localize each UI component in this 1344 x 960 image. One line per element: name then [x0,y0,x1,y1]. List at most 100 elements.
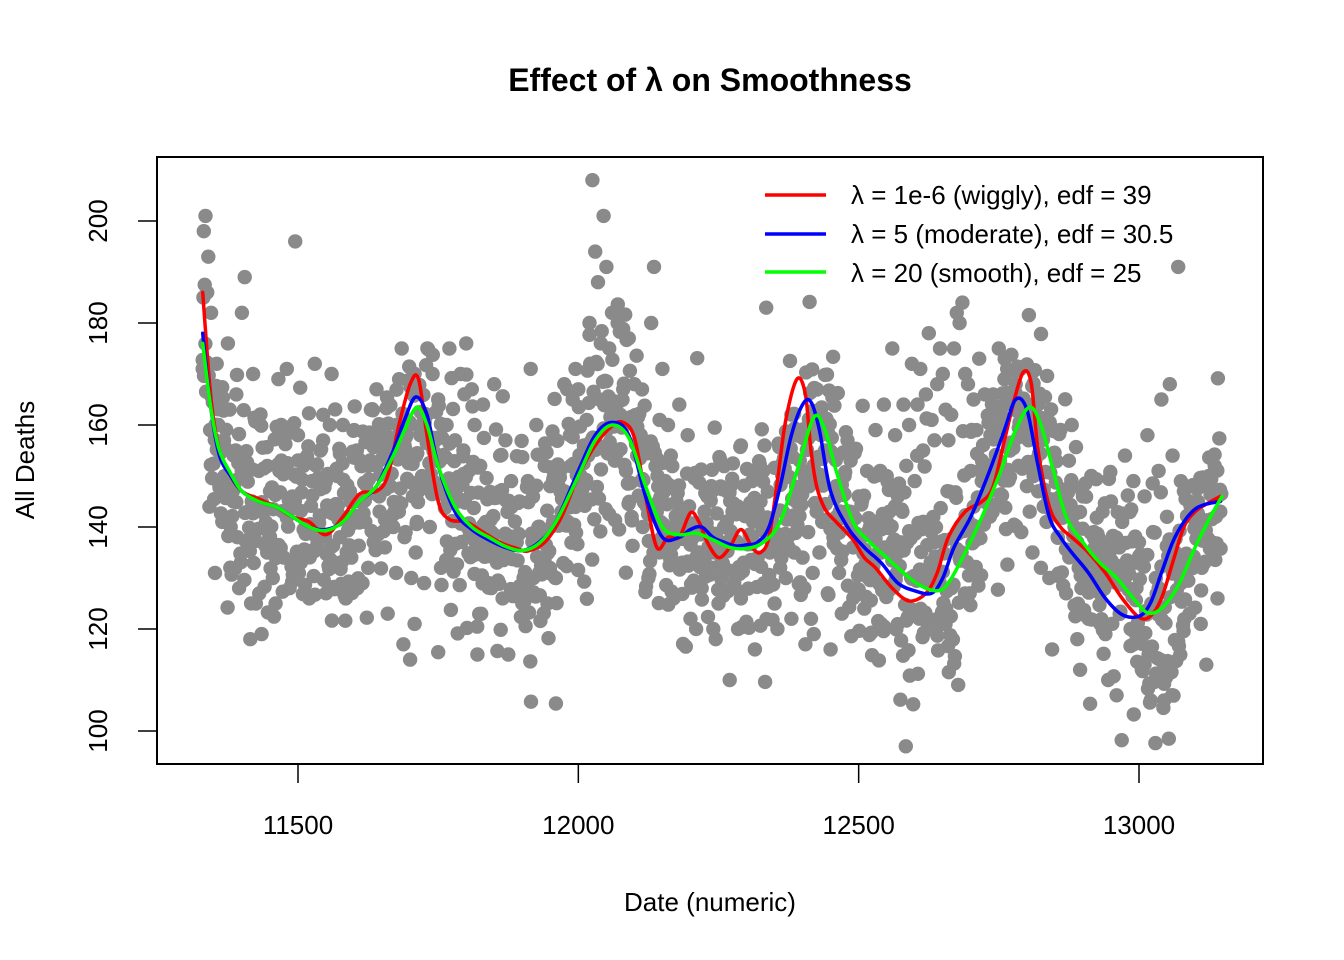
data-point [245,462,260,477]
data-point [394,496,409,511]
data-point [599,374,614,389]
data-point [815,478,831,493]
data-point [1171,259,1186,275]
data-point [457,387,472,402]
data-point [582,327,597,342]
data-point [838,425,854,440]
data-point [294,485,309,500]
data-point [766,577,781,592]
data-point [280,519,296,534]
data-point [1148,735,1163,751]
data-point [301,439,316,454]
data-point [476,430,492,446]
data-point [324,366,339,382]
data-point [706,621,721,637]
data-point [646,259,662,275]
data-point [1019,479,1035,494]
data-point [316,407,331,422]
data-point [665,458,680,474]
data-point [315,433,331,448]
data-point [1058,392,1073,407]
data-point [548,570,563,586]
data-point [291,565,307,581]
data-point [629,348,644,363]
data-point [593,462,609,477]
data-point [498,433,513,448]
data-point [1114,733,1129,748]
data-point [848,441,864,456]
data-point [1054,565,1070,580]
data-point [910,397,925,412]
fitted-curves [200,290,1224,621]
data-point [449,557,465,572]
data-point [198,208,213,224]
data-point [1199,657,1214,672]
data-point [610,297,625,312]
data-point [587,512,602,527]
data-point [467,417,482,433]
data-point [1002,469,1018,485]
data-point [416,575,432,591]
data-point [1072,662,1088,677]
data-point [196,224,211,239]
y-tick-label: 160 [83,403,113,446]
data-point [1056,578,1071,593]
data-point [1089,472,1104,487]
data-point [374,451,389,467]
data-point [1022,504,1037,519]
data-point [465,399,480,414]
data-point [735,564,751,579]
data-point [549,595,564,611]
data-point [1053,422,1068,438]
data-point [588,244,603,259]
data-point [1158,616,1173,631]
data-point [585,552,600,567]
data-point [324,613,340,628]
data-point [326,538,341,553]
data-point [856,488,872,503]
data-point [634,382,650,397]
data-point [590,275,606,290]
data-point [1213,541,1228,556]
data-point [229,367,245,383]
data-point [960,377,976,392]
data-point [901,417,917,433]
data-point [927,433,942,448]
y-axis-label: All Deaths [10,401,40,520]
data-point [1070,632,1085,647]
data-point [747,642,763,657]
data-point [752,457,767,472]
data-point [409,516,424,532]
data-point [722,672,737,688]
data-point [207,565,223,581]
data-point [350,571,366,586]
data-point [973,531,988,546]
legend-item-smooth: λ = 20 (smooth), edf = 25 [765,258,1142,288]
data-point [394,341,409,356]
legend: λ = 1e-6 (wiggly), edf = 39 λ = 5 (moder… [765,180,1173,288]
data-point [470,460,486,475]
data-point [707,420,722,435]
data-point [602,434,617,450]
data-point [624,513,640,528]
data-point [240,474,255,489]
data-point [873,463,888,479]
data-point [301,406,317,421]
data-point [1164,664,1179,680]
data-point [511,526,527,542]
data-point [1120,488,1136,503]
data-point [897,485,912,500]
x-axis: 11500 12000 12500 13000 [263,764,1175,840]
data-point [733,439,748,455]
data-point [798,637,813,652]
data-point [433,416,449,432]
data-point [782,353,798,369]
data-point [807,495,823,511]
data-point [747,490,762,506]
data-point [245,366,261,382]
data-point [831,565,847,581]
data-point [596,208,611,224]
data-point [536,606,551,621]
data-point [617,457,632,473]
data-point [760,484,775,499]
